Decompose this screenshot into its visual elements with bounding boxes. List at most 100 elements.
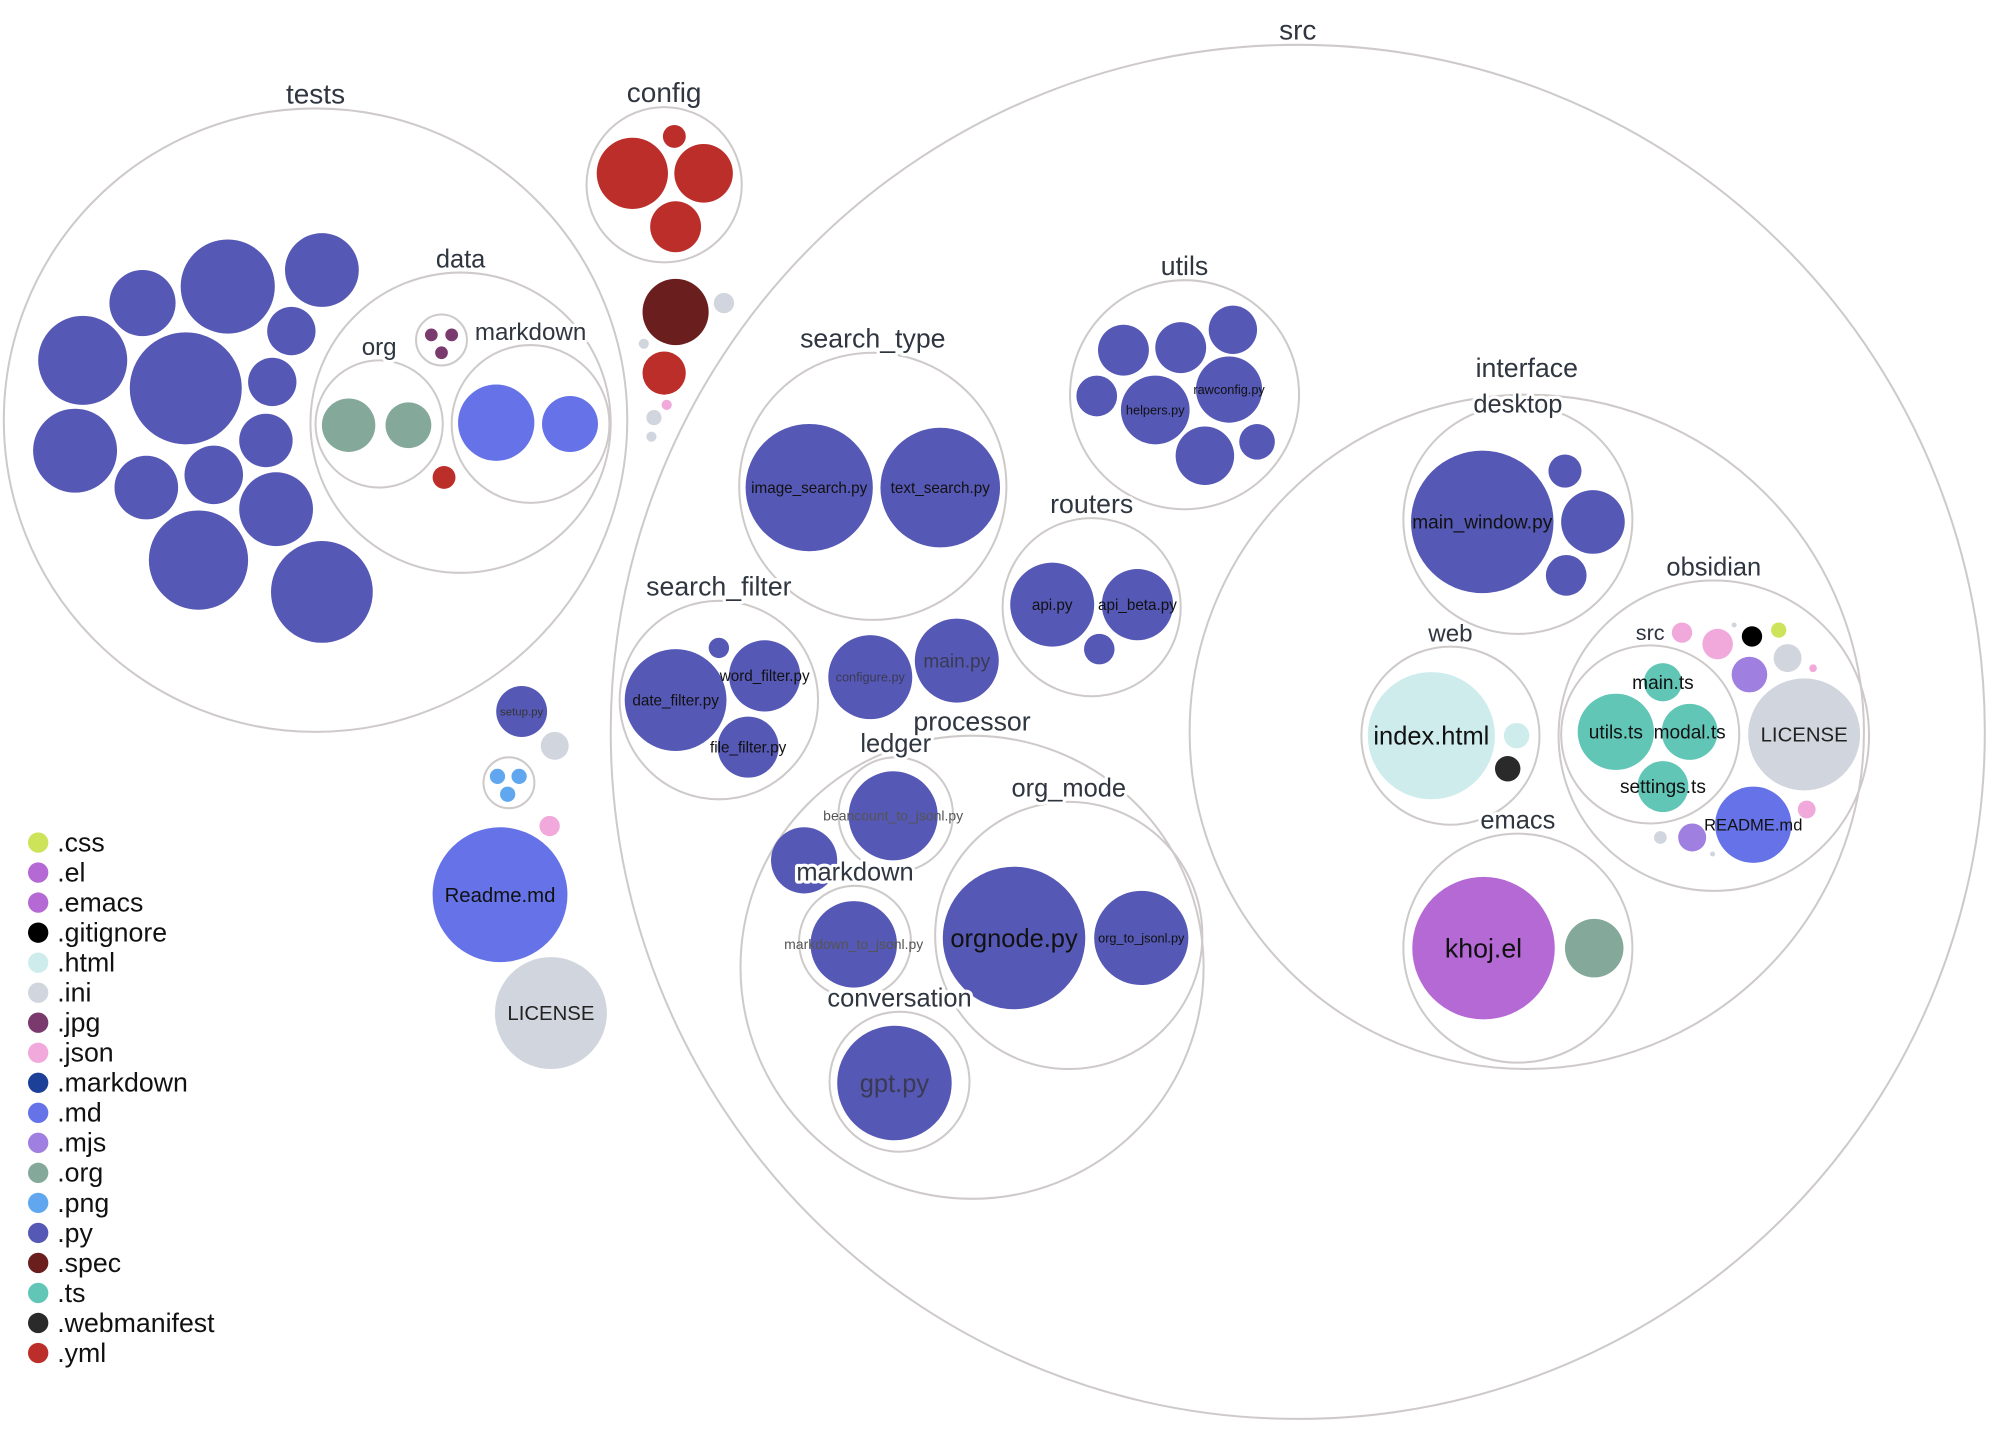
file-circle-py[interactable] <box>148 510 249 610</box>
file-circle-py[interactable] <box>129 332 242 445</box>
file-circle-py[interactable] <box>114 455 179 520</box>
file-circle-png[interactable] <box>500 786 516 802</box>
folder-circle-interface[interactable] <box>1188 393 1865 1071</box>
file-circle-py[interactable] <box>771 827 838 894</box>
file-circle-jpg[interactable] <box>424 328 438 342</box>
file-circle-json[interactable] <box>1702 628 1733 660</box>
file-circle-py[interactable] <box>180 239 275 334</box>
file-circle-mjs[interactable] <box>1678 823 1707 852</box>
file-circle-py[interactable] <box>1208 305 1258 354</box>
folder-circle-ledger[interactable] <box>837 756 954 873</box>
file-circle-org[interactable] <box>385 402 432 449</box>
file-circle-yml[interactable] <box>432 465 456 489</box>
file-circle-utils-ts[interactable] <box>1577 693 1655 771</box>
file-circle-py[interactable] <box>1076 375 1118 417</box>
folder-circle-org[interactable] <box>314 359 444 489</box>
file-circle-orgnode-py[interactable] <box>942 866 1086 1010</box>
file-circle-index-html[interactable] <box>1367 672 1495 800</box>
file-circle-py[interactable] <box>239 472 313 547</box>
file-circle-py[interactable] <box>271 541 373 643</box>
file-circle-ini[interactable] <box>1710 851 1716 857</box>
file-circle-gpt-py[interactable] <box>837 1025 952 1141</box>
file-circle-py[interactable] <box>38 315 128 405</box>
file-circle-py[interactable] <box>1548 454 1582 488</box>
file-circle-png[interactable] <box>1651 631 1660 639</box>
file-circle-png[interactable] <box>511 768 527 785</box>
file-circle-py[interactable] <box>33 408 118 493</box>
file-circle-modal-ts[interactable] <box>1661 703 1718 760</box>
folder-circle-config[interactable] <box>585 106 743 264</box>
folder-circle-org-mode[interactable] <box>934 800 1204 1071</box>
file-circle-date-filter-py[interactable] <box>624 649 727 751</box>
file-circle-jpg[interactable] <box>445 328 459 342</box>
file-circle-image-search-py[interactable] <box>745 423 873 552</box>
file-circle-main-py[interactable] <box>914 618 999 703</box>
file-circle-ini[interactable] <box>713 292 735 314</box>
file-circle-settings-ts[interactable] <box>1637 761 1689 813</box>
file-circle-ini[interactable] <box>1773 644 1802 673</box>
file-circle-main-ts[interactable] <box>1643 663 1683 702</box>
file-circle-setup-py[interactable] <box>496 686 548 737</box>
file-circle-png[interactable] <box>489 768 506 785</box>
file-circle-readme-md[interactable] <box>1715 786 1792 863</box>
file-circle-py[interactable] <box>1155 322 1207 374</box>
file-circle-yml[interactable] <box>596 137 668 209</box>
file-circle-py[interactable] <box>1175 426 1235 486</box>
file-circle-py[interactable] <box>1098 324 1149 376</box>
file-circle-gitignore[interactable] <box>1741 626 1763 647</box>
file-circle-md[interactable] <box>542 395 598 452</box>
file-circle-html[interactable] <box>1503 722 1530 749</box>
file-circle-py[interactable] <box>1545 555 1587 596</box>
file-circle-yml[interactable] <box>642 351 686 395</box>
file-circle-word-filter-py[interactable] <box>729 640 801 712</box>
file-circle-jpg[interactable] <box>435 346 448 360</box>
file-circle-org[interactable] <box>321 398 376 452</box>
folder-circle-node[interactable] <box>415 313 468 367</box>
folder-circle-search-filter[interactable] <box>618 599 820 801</box>
file-circle-readme-md[interactable] <box>432 827 568 963</box>
file-circle-org-to-jsonl-py[interactable] <box>1094 890 1189 986</box>
file-circle-json[interactable] <box>661 399 672 410</box>
file-circle-main-window-py[interactable] <box>1411 450 1554 594</box>
file-circle-yml[interactable] <box>674 144 733 203</box>
file-circle-py[interactable] <box>248 357 297 407</box>
folder-circle-web[interactable] <box>1360 645 1541 826</box>
folder-circle-markdown[interactable] <box>450 344 611 504</box>
folder-circle-emacs[interactable] <box>1402 832 1634 1064</box>
file-circle-markdown-to-jsonl-py[interactable] <box>810 901 897 988</box>
file-circle-ini[interactable] <box>646 409 662 426</box>
file-circle-ini[interactable] <box>1654 831 1667 844</box>
folder-circle-routers[interactable] <box>1001 517 1182 698</box>
file-circle-khoj-el[interactable] <box>1412 876 1555 1020</box>
file-circle-configure-py[interactable] <box>828 635 913 720</box>
folder-circle-tests[interactable] <box>2 107 629 733</box>
folder-circle-obsidian[interactable] <box>1557 579 1871 892</box>
file-circle-css[interactable] <box>1771 622 1787 638</box>
file-circle-py[interactable] <box>267 306 316 356</box>
file-circle-md[interactable] <box>458 384 535 461</box>
file-circle-py[interactable] <box>1239 423 1275 460</box>
folder-circle-search-type[interactable] <box>738 351 1008 621</box>
folder-circle-processor[interactable] <box>739 734 1205 1200</box>
folder-circle-data[interactable] <box>309 271 612 574</box>
file-circle-yml[interactable] <box>662 124 686 148</box>
file-circle-json[interactable] <box>1809 664 1817 673</box>
folder-circle-markdown[interactable] <box>798 884 912 999</box>
file-circle-ini[interactable] <box>646 431 657 442</box>
file-circle-py[interactable] <box>184 445 244 505</box>
file-circle-file-filter-py[interactable] <box>717 716 779 778</box>
file-circle-ini[interactable] <box>1731 622 1737 628</box>
file-circle-ini[interactable] <box>540 731 569 760</box>
file-circle-py[interactable] <box>708 637 730 659</box>
file-circle-yml[interactable] <box>650 201 702 253</box>
file-circle-ini[interactable] <box>638 338 649 349</box>
file-circle-webmanifest[interactable] <box>1494 756 1521 782</box>
file-circle-org[interactable] <box>1564 918 1624 978</box>
file-circle-api-beta-py[interactable] <box>1101 569 1174 641</box>
folder-circle-src[interactable] <box>609 43 1986 1420</box>
folder-circle-node[interactable] <box>482 756 536 810</box>
folder-circle-desktop[interactable] <box>1402 403 1634 635</box>
file-circle-py[interactable] <box>1561 490 1625 554</box>
file-circle-mjs[interactable] <box>1731 656 1768 693</box>
file-circle-py[interactable] <box>1084 633 1115 665</box>
